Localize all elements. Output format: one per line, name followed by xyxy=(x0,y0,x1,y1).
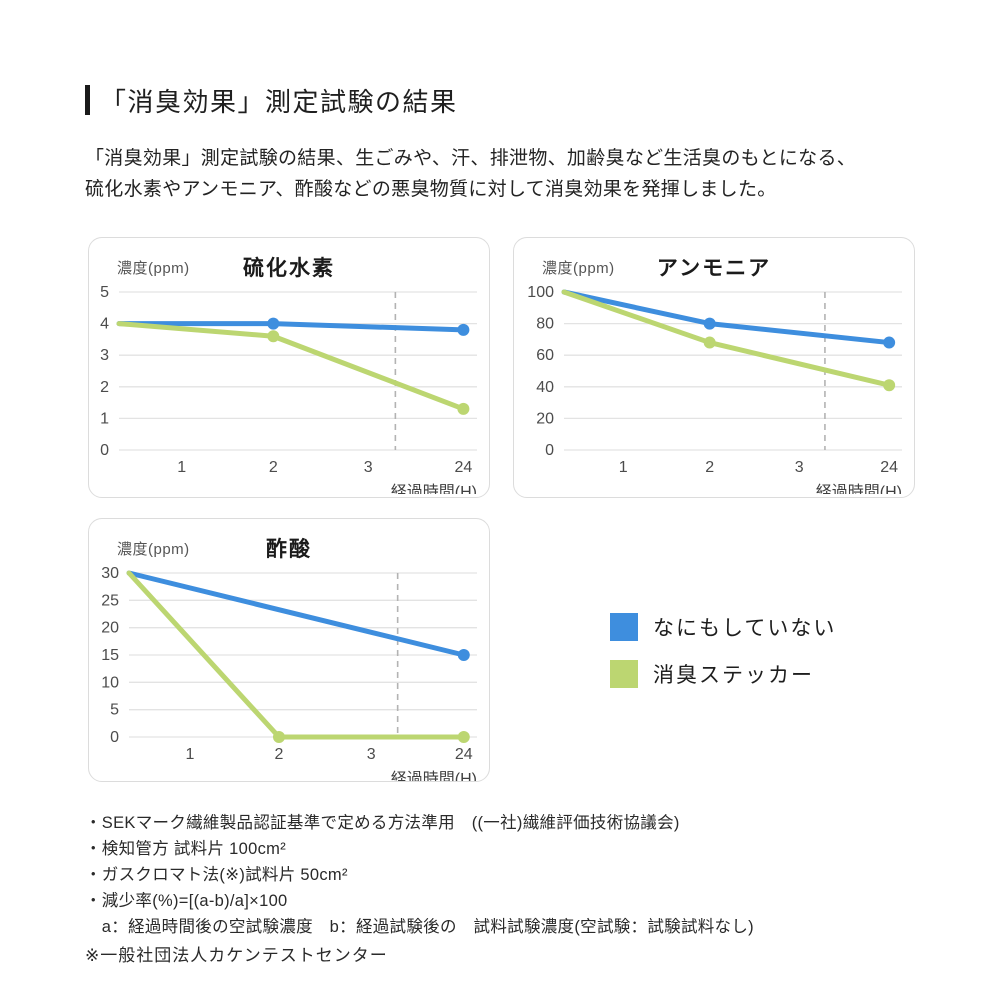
y-axis-label: 濃度(ppm) xyxy=(117,260,190,277)
legend-item-sticker: 消臭ステッカー xyxy=(610,659,836,689)
y-tick-label: 3 xyxy=(100,347,109,364)
legend-label-sticker: 消臭ステッカー xyxy=(653,664,814,687)
y-tick-label: 30 xyxy=(101,565,119,582)
data-point xyxy=(883,379,896,392)
data-point xyxy=(272,731,285,743)
chart-title: アンモニア xyxy=(656,257,772,280)
y-tick-label: 10 xyxy=(101,674,119,691)
x-tick-label: 1 xyxy=(619,459,628,476)
x-tick-label: 3 xyxy=(367,746,376,763)
test-center-note: ※一般社団法人カケンテストセンター xyxy=(85,946,388,965)
ammonia-line-chart: 0 20 40 60 80 100 1 2 3 24 経過時間(H) xyxy=(527,284,902,494)
x-tick-label: 1 xyxy=(177,459,186,476)
data-point xyxy=(703,336,716,349)
legend-swatch-blue xyxy=(610,613,638,641)
y-tick-label: 2 xyxy=(100,379,109,396)
series-line xyxy=(126,570,467,658)
footnote-line: ・ガスクロマト法(※)試料片 50cm² xyxy=(85,866,348,884)
chart-header: 濃度(ppm) 酢酸 xyxy=(89,519,489,563)
x-axis-label: 経過時間(H) xyxy=(391,770,477,781)
y-axis-label: 濃度(ppm) xyxy=(117,541,190,558)
legend-swatch-green xyxy=(610,660,638,688)
y-tick-label: 0 xyxy=(110,729,119,746)
heading-accent-bar xyxy=(85,85,90,115)
intro-line-2: 硫化水素やアンモニア、酢酸などの悪臭物質に対して消臭効果を発揮しました。 xyxy=(85,179,777,200)
acetic-acid-line-chart: 0 5 10 15 20 25 30 1 2 3 24 経過時間(H) xyxy=(101,565,477,781)
footnote-line: ・減少率(%)=[(a-b)/a]×100 xyxy=(85,892,288,910)
y-tick-label: 5 xyxy=(110,702,119,719)
intro-text: 「消臭効果」測定試験の結果、生ごみや、汗、排泄物、加齢臭など生活臭のもとになる、… xyxy=(85,143,856,205)
data-point xyxy=(267,330,280,343)
y-tick-label: 60 xyxy=(536,347,554,364)
series-line xyxy=(116,321,466,412)
legend-item-untreated: なにもしていない xyxy=(610,612,836,642)
data-point xyxy=(457,649,470,661)
chart-header: 濃度(ppm) アンモニア xyxy=(514,238,914,282)
y-tick-label: 4 xyxy=(100,316,109,333)
x-axis-label: 経過時間(H) xyxy=(816,483,902,494)
x-tick-label: 24 xyxy=(880,459,898,476)
intro-line-1: 「消臭効果」測定試験の結果、生ごみや、汗、排泄物、加齢臭など生活臭のもとになる、 xyxy=(85,148,857,169)
data-point xyxy=(883,336,896,349)
x-tick-label: 3 xyxy=(364,459,373,476)
chart-title: 硫化水素 xyxy=(243,257,335,280)
y-axis-label: 濃度(ppm) xyxy=(542,260,615,277)
y-tick-label: 0 xyxy=(100,442,109,459)
chart-header: 濃度(ppm) 硫化水素 xyxy=(89,238,489,282)
data-point xyxy=(457,402,470,415)
legend-label-untreated: なにもしていない xyxy=(653,617,837,640)
chart-card-ammonia: 濃度(ppm) アンモニア 0 20 40 60 80 100 1 2 3 24 経過時間(H) xyxy=(513,237,915,498)
data-point xyxy=(457,323,470,336)
hydrogen-sulfide-line-chart: 0 1 2 3 4 5 1 2 3 24 経過時間(H) xyxy=(100,284,477,494)
chart-card-acetic-acid: 濃度(ppm) 酢酸 0 5 10 15 20 25 30 1 2 3 24 経過時間(H) xyxy=(88,518,490,782)
y-tick-label: 1 xyxy=(100,410,109,427)
x-axis-label: 経過時間(H) xyxy=(391,483,477,494)
x-tick-label: 1 xyxy=(185,746,194,763)
y-tick-label: 15 xyxy=(101,647,119,664)
x-tick-label: 24 xyxy=(455,746,473,763)
chart-title: 酢酸 xyxy=(266,538,312,561)
footnote-line: a：経過時間後の空試験濃度 b：経過試験後の 試料試験濃度(空試験：試験試料なし… xyxy=(85,918,754,936)
y-tick-label: 100 xyxy=(527,284,554,301)
data-point xyxy=(457,731,470,743)
page-heading: 「消臭効果」測定試験の結果 xyxy=(85,82,458,119)
y-tick-label: 0 xyxy=(545,442,554,459)
y-tick-label: 80 xyxy=(536,316,554,333)
page-title: 「消臭効果」測定試験の結果 xyxy=(100,87,458,117)
x-tick-label: 2 xyxy=(275,746,284,763)
footnotes: ・SEKマーク繊維製品認証基準で定める方法準用 ((一社)繊維評価技術協議会) … xyxy=(85,810,754,940)
data-point xyxy=(267,317,280,330)
y-tick-label: 20 xyxy=(101,620,119,637)
x-tick-label: 2 xyxy=(269,459,278,476)
x-tick-label: 3 xyxy=(795,459,804,476)
y-tick-label: 5 xyxy=(100,284,109,301)
data-point xyxy=(703,317,716,330)
chart-card-hydrogen-sulfide: 濃度(ppm) 硫化水素 0 1 2 3 4 5 1 2 3 24 経過時間(H) xyxy=(88,237,490,498)
y-tick-label: 20 xyxy=(536,410,554,427)
series-line xyxy=(561,289,892,346)
x-tick-label: 24 xyxy=(454,459,472,476)
x-tick-label: 2 xyxy=(705,459,714,476)
footnote-line: ・SEKマーク繊維製品認証基準で定める方法準用 ((一社)繊維評価技術協議会) xyxy=(85,814,680,832)
y-tick-label: 25 xyxy=(101,592,119,609)
footnote-line: ・検知管方 試料片 100cm² xyxy=(85,840,286,858)
y-tick-label: 40 xyxy=(536,379,554,396)
chart-legend: なにもしていない 消臭ステッカー xyxy=(610,612,836,706)
